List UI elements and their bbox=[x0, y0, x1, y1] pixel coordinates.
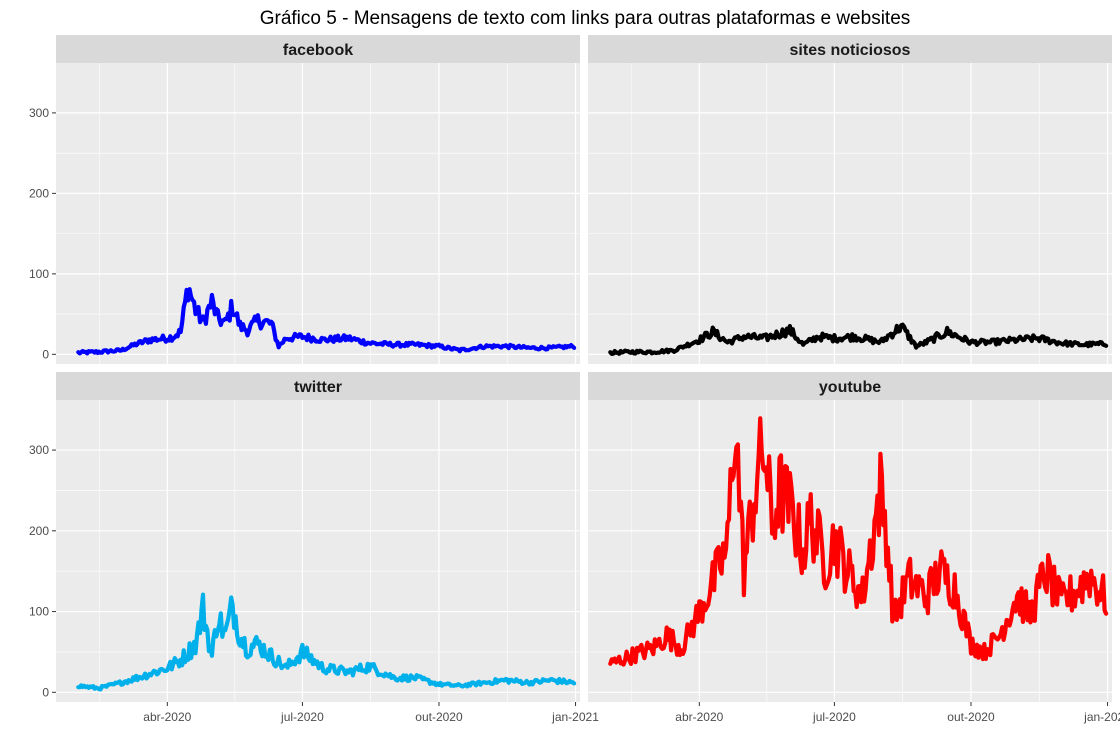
series-line-sites-noticiosos bbox=[608, 322, 1109, 356]
y-tick-label: 100 bbox=[29, 267, 49, 281]
panel-background bbox=[56, 63, 580, 364]
y-tick-label: 200 bbox=[29, 186, 49, 200]
x-tick-label: abr-2020 bbox=[143, 710, 191, 724]
x-tick-label: jul-2020 bbox=[812, 710, 856, 724]
panel-twitter: twitter bbox=[56, 372, 580, 702]
panel-youtube: youtube bbox=[588, 372, 1112, 702]
x-tick-label: out-2020 bbox=[415, 710, 463, 724]
panel-background bbox=[588, 63, 1112, 364]
y-tick-label: 300 bbox=[29, 106, 49, 120]
x-tick-label: jan-2021 bbox=[551, 710, 599, 724]
y-tick-label: 300 bbox=[29, 443, 49, 457]
panel-sites-noticiosos: sites noticiosos bbox=[588, 35, 1112, 364]
strip-facebook bbox=[56, 35, 580, 63]
series-line-facebook bbox=[76, 287, 577, 356]
chart-title: Gráfico 5 - Mensagens de texto com links… bbox=[260, 8, 911, 29]
strip-sites-noticiosos bbox=[588, 35, 1112, 63]
series-line-twitter bbox=[76, 592, 577, 692]
x-tick-label: jul-2020 bbox=[280, 710, 324, 724]
y-tick-label: 100 bbox=[29, 605, 49, 619]
x-tick-label: out-2020 bbox=[947, 710, 995, 724]
y-tick-label: 200 bbox=[29, 524, 49, 538]
facet-panels: facebook sites noticiosos twitter youtube bbox=[56, 35, 1112, 702]
strip-youtube bbox=[588, 372, 1112, 400]
panel-facebook: facebook bbox=[56, 35, 580, 364]
strip-twitter bbox=[56, 372, 580, 400]
strip-label-youtube: youtube bbox=[819, 379, 881, 396]
x-tick-label: abr-2020 bbox=[675, 710, 723, 724]
y-tick-label: 0 bbox=[42, 347, 49, 361]
strip-label-twitter: twitter bbox=[294, 379, 342, 396]
y-tick-label: 0 bbox=[42, 685, 49, 699]
shared-axes: 0 100 200 300 0 100 200 300 abr-2020 jul-2020 out-… bbox=[29, 106, 1120, 724]
series-line-youtube bbox=[608, 416, 1109, 667]
panel-background bbox=[56, 400, 580, 702]
strip-label-facebook: facebook bbox=[283, 42, 353, 59]
x-tick-label: jan-2021 bbox=[1083, 710, 1120, 724]
strip-label-sites-noticiosos: sites noticiosos bbox=[790, 42, 911, 59]
